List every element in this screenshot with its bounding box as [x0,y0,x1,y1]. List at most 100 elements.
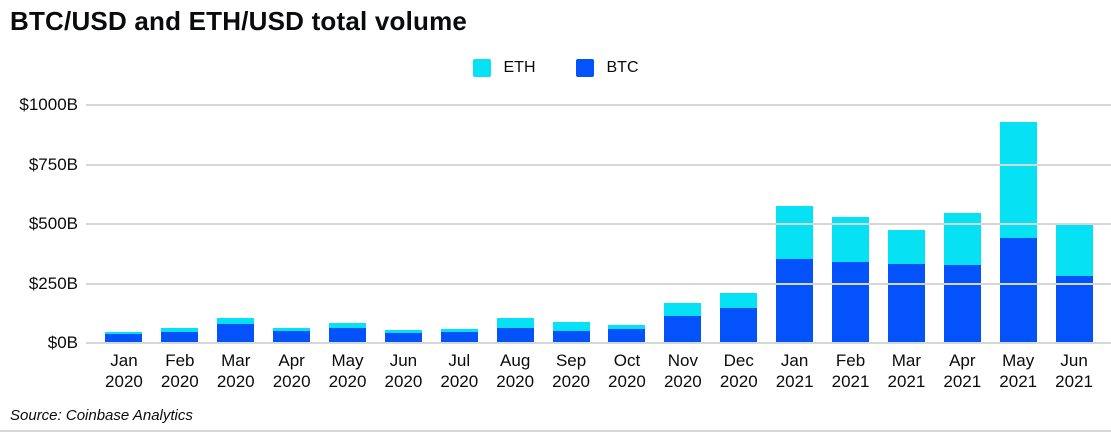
legend-label-btc: BTC [606,59,639,76]
stacked-bar [384,330,422,343]
stacked-bar [832,216,870,343]
x-axis-label: Mar 2021 [887,351,926,391]
stacked-bar [496,317,534,343]
bar-series [96,105,1102,343]
bar-column [375,105,431,343]
bar-segment-btc [776,258,814,343]
x-axis-label: Dec 2020 [719,351,758,391]
y-axis-label: $500B [28,214,78,233]
x-axis-label: Apr 2020 [272,351,311,391]
bar-column [431,105,487,343]
bar-segment-btc [999,237,1037,343]
bar-segment-btc [105,334,143,343]
legend: ETH BTC [0,59,1111,77]
stacked-bar [552,322,590,343]
bar-segment-btc [329,328,366,343]
y-axis-label: $750B [28,154,78,174]
bar-segment-btc [720,307,758,343]
x-axis: Jan 2020 Feb 2020 Mar 2020 Apr 2020 May 2020 Jun 20… [96,350,1102,392]
y-axis-label: $0B [47,333,78,352]
x-axis-label: Feb 2021 [831,351,870,391]
x-axis-label: Mar 2020 [216,351,255,391]
x-axis-label: May 2021 [999,351,1038,391]
bar-segment-eth [105,332,143,335]
bar-segment-btc [496,327,534,343]
bar-column [152,105,208,343]
stacked-bar [105,332,143,343]
gridline [86,342,1111,344]
bar-segment-btc [943,265,981,343]
bar-segment-btc [440,332,478,343]
stacked-bar [1055,224,1093,343]
bar-column [655,105,711,343]
stacked-bar [440,328,478,343]
x-axis-label: Jan 2021 [775,351,814,391]
bar-segment-eth [720,292,758,308]
bottom-divider [0,430,1111,432]
x-axis-label: Nov 2020 [663,351,702,391]
x-axis-label: May 2020 [328,351,367,391]
bar-segment-eth [608,324,646,329]
source-caption: Source: Coinbase Analytics [10,407,193,424]
bar-segment-eth [440,328,478,333]
x-axis-label: Jul 2020 [440,351,479,391]
bar-segment-btc [552,331,590,343]
stacked-bar [273,327,311,343]
stacked-bar [217,318,255,343]
legend-label-eth: ETH [503,59,536,76]
bar-segment-eth [1055,224,1093,277]
bar-segment-eth [776,205,814,259]
bar-segment-btc [664,316,702,343]
x-axis-label: Sep 2020 [552,351,590,391]
bar-segment-btc [161,332,199,343]
y-axis: $0B $250B $500B $750B $1000B [0,0,78,438]
btc-legend-swatch-icon [575,59,594,77]
stacked-bar [161,328,199,343]
y-axis-label: $1000B [19,95,78,114]
stacked-bar [776,205,814,343]
x-axis-label: Feb 2020 [160,351,199,391]
bar-segment-eth [161,328,199,333]
bar-segment-btc [832,261,870,343]
x-axis-label: Jan 2020 [105,351,143,391]
legend-item-btc: BTC [575,59,639,77]
bar-column [264,105,320,343]
bar-segment-btc [608,328,646,343]
bar-column [599,105,655,343]
bar-segment-eth [887,230,925,264]
bar-column [320,105,376,343]
legend-item-eth: ETH [472,59,536,77]
bar-column [543,105,599,343]
gridline [86,104,1111,106]
stacked-bar [720,292,758,343]
bar-segment-eth [329,323,366,329]
bar-column [487,105,543,343]
stacked-bar [664,303,702,343]
bar-segment-eth [384,330,422,334]
x-axis-label: Jun 2020 [384,351,423,391]
bar-segment-eth [999,121,1037,238]
stacked-bar [887,230,925,343]
bar-segment-eth [552,322,590,332]
chart-title: BTC/USD and ETH/USD total volume [10,6,468,36]
eth-legend-swatch-icon [472,59,491,77]
x-axis-label: Oct 2020 [608,351,646,391]
bar-column [767,105,823,343]
bar-column [711,105,767,343]
bar-segment-eth [273,327,311,331]
bar-segment-eth [664,303,702,317]
bar-column [878,105,934,343]
bar-column [990,105,1046,343]
bar-segment-eth [496,317,534,328]
bar-segment-btc [273,330,311,343]
stacked-bar [329,323,366,343]
bar-segment-eth [943,213,981,266]
gridline [86,163,1111,166]
bar-segment-btc [887,263,925,343]
x-axis-label: Apr 2021 [943,351,982,391]
bar-column [934,105,990,343]
gridline [86,223,1111,225]
bar-column [96,105,152,343]
bar-segment-btc [384,333,422,343]
